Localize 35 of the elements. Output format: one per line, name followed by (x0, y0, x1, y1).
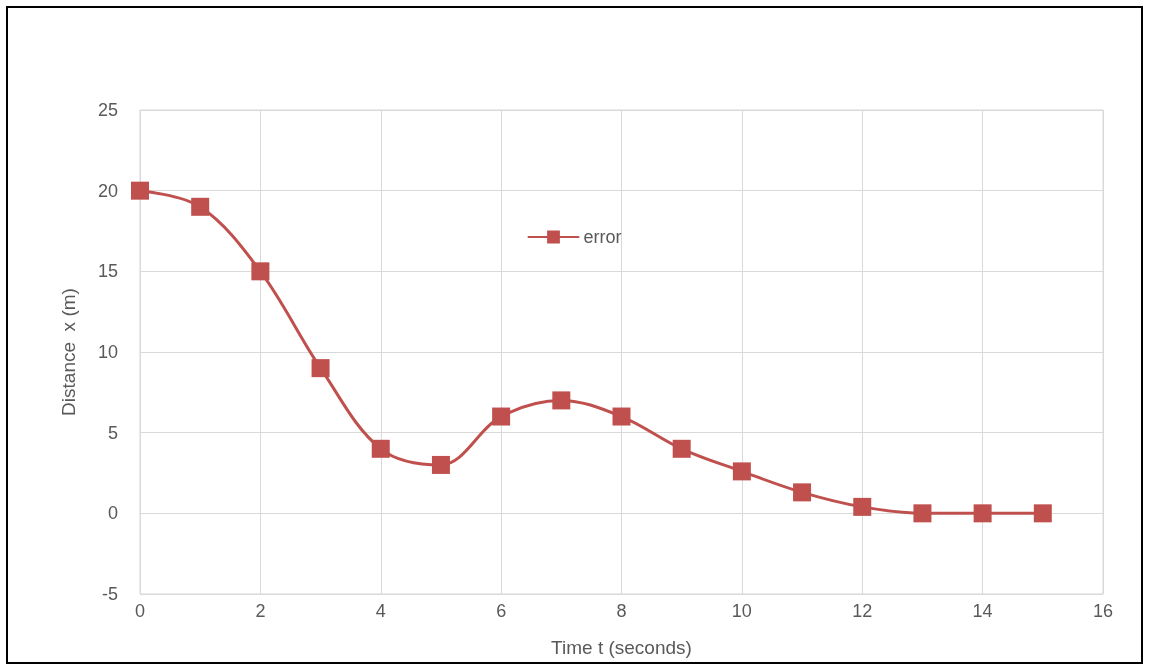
point (793, 483, 812, 502)
x-tick-label: 10 (731, 601, 752, 621)
x-tick-label: 12 (852, 601, 873, 621)
point (311, 359, 330, 378)
y-tick-label: 20 (97, 180, 118, 201)
point (973, 504, 992, 523)
point (732, 462, 751, 481)
y-tick-label: 10 (97, 342, 118, 362)
point (492, 407, 511, 426)
point (672, 439, 691, 458)
point (552, 391, 571, 410)
y-tick-label: -5 (101, 584, 118, 604)
point (612, 407, 631, 426)
point (431, 455, 450, 474)
x-tick-label: 14 (972, 601, 993, 621)
x-tick-label: 8 (616, 601, 627, 621)
point (251, 262, 270, 281)
x-tick-label: 16 (1092, 601, 1114, 621)
x-axis-title: Time t (seconds) (551, 637, 692, 658)
legend-label: error (583, 227, 622, 247)
x-tick-label: 0 (134, 601, 146, 621)
y-tick-label: 15 (97, 261, 118, 282)
y-axis-title: Distance x (m) (58, 288, 79, 416)
point (131, 181, 149, 200)
x-tick-label: 2 (255, 601, 266, 621)
point (191, 197, 210, 216)
y-tick-label: 25 (97, 100, 118, 120)
x-tick-label: 6 (496, 601, 507, 621)
point (371, 439, 390, 458)
x-tick-label: 4 (375, 601, 386, 621)
point (1033, 504, 1052, 523)
point (853, 497, 872, 516)
y-tick-label: 5 (107, 422, 118, 443)
point (913, 504, 932, 523)
y-tick-label: 0 (107, 503, 118, 524)
